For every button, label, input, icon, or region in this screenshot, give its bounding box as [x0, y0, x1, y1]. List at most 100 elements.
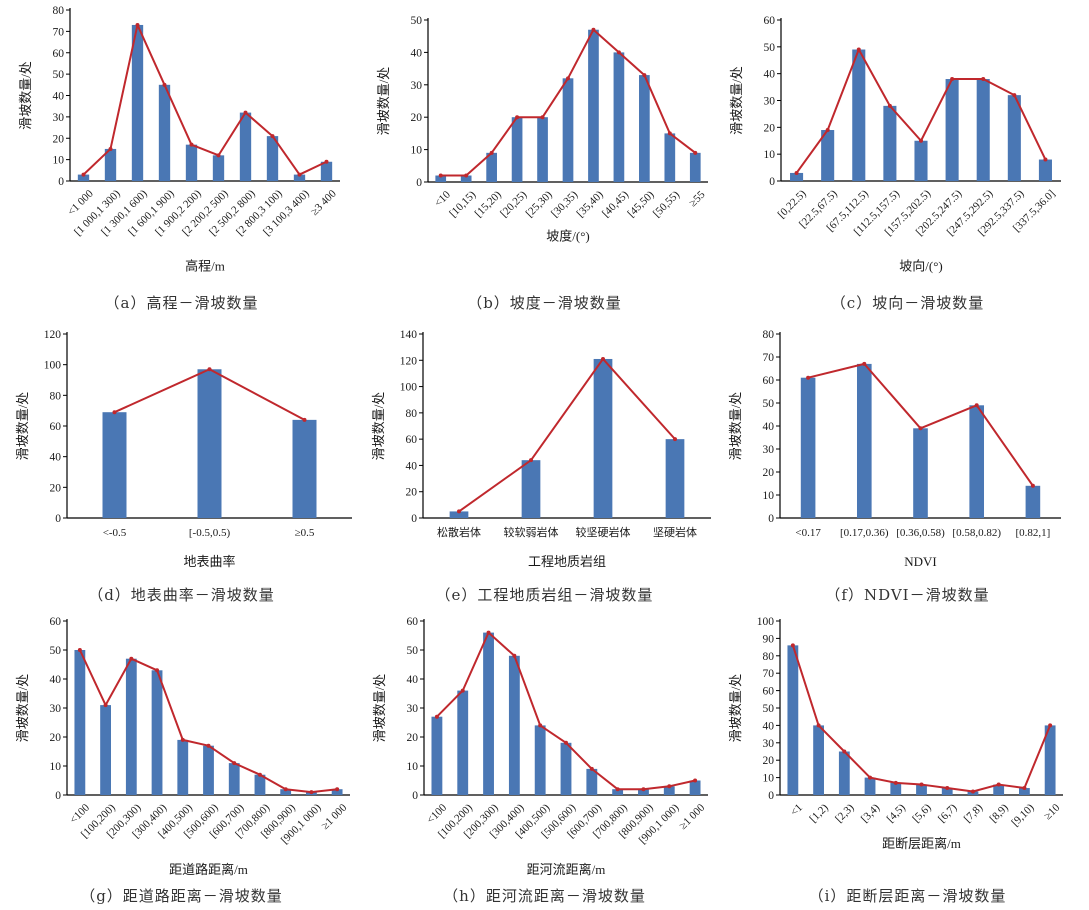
line-point — [950, 77, 955, 82]
y-tick-label: 50 — [763, 398, 775, 410]
y-axis-label: 滑坡数量/处 — [18, 61, 33, 130]
y-tick-label: 20 — [53, 133, 65, 145]
caption-e: （e）工程地质岩组－滑坡数量 — [435, 586, 654, 604]
bar — [177, 739, 189, 795]
x-tick-label: ≥1 000 — [319, 801, 350, 832]
panel-c: 0 10 20 30 40 50 60 滑坡数量/处 [0,22.5) [22.5,67.5) [6… — [726, 0, 1089, 320]
trend-line — [458, 357, 676, 513]
x-tick-label: ≥0.5 — [295, 527, 315, 539]
x-tick-label: [15,20) — [473, 188, 504, 219]
line-point — [893, 780, 898, 785]
line-point — [438, 173, 443, 178]
x-tick-label: [0.82,1] — [1015, 527, 1050, 539]
bar — [993, 784, 1005, 795]
caption-d: （d）地表曲率－滑坡数量 — [88, 586, 275, 604]
y-tick-label: 40 — [764, 69, 776, 81]
bar — [197, 369, 222, 518]
bar — [883, 105, 897, 181]
chart-f: 0 10 20 30 40 50 60 70 80 滑坡数量/处 <0.17 [0.17,0.36) [… — [728, 329, 1061, 569]
x-tick-label: [10,15) — [447, 188, 478, 219]
line-point — [283, 787, 288, 792]
x-tick-label: ≥10 — [1042, 801, 1063, 822]
y-axis-label: 滑坡数量/处 — [728, 674, 743, 743]
bar — [254, 774, 266, 795]
line-point — [918, 426, 923, 431]
line-point — [591, 27, 596, 32]
line-point — [615, 787, 620, 792]
y-tick-label: 0 — [768, 513, 774, 525]
y-tick-label: 40 — [406, 460, 418, 472]
y-tick-label: 70 — [53, 26, 65, 38]
y-tick-label: 10 — [53, 155, 65, 167]
x-tick-label: [50,55) — [651, 188, 682, 219]
x-tick-label: [9,10) — [1009, 801, 1037, 829]
bar — [665, 439, 685, 518]
panel-e: 0 20 40 60 80 100 120 140 滑坡数量/处 松散岩体 较软弱岩体 较坚硬岩体 坚硬… — [363, 320, 726, 610]
y-tick-label: 30 — [50, 703, 62, 715]
y-tick-label: 50 — [763, 703, 775, 715]
x-axis-label: 高程/m — [185, 259, 225, 274]
y-tick-label: 120 — [44, 329, 62, 341]
y-tick-label: 50 — [53, 69, 65, 81]
line-point — [540, 115, 545, 120]
line-point — [693, 778, 698, 783]
bar — [521, 460, 541, 518]
line-point — [162, 82, 167, 87]
y-tick-label: 40 — [50, 674, 62, 686]
y-tick-label: 60 — [763, 686, 775, 698]
panel-i: 0 10 20 30 40 50 60 70 80 90 100 滑坡数量/处 <1 [1,2) [2,3)… — [726, 610, 1089, 910]
bar — [838, 751, 850, 795]
y-axis-label: 滑坡数量/处 — [15, 392, 30, 461]
line-point — [243, 110, 248, 115]
bar — [612, 789, 624, 795]
y-tick-label: 70 — [763, 668, 775, 680]
y-tick-label: 40 — [407, 674, 419, 686]
x-axis-label: 坡向/(°) — [899, 259, 942, 274]
line-point — [996, 782, 1001, 787]
bar — [913, 428, 928, 518]
bar — [331, 789, 343, 795]
y-tick-label: 30 — [763, 444, 775, 456]
bar — [151, 670, 163, 795]
y-tick-label: 40 — [53, 91, 65, 103]
x-tick-label: <-0.5 — [103, 527, 127, 539]
bar — [813, 725, 824, 795]
line-point — [842, 749, 847, 754]
x-tick-label: ≥1 000 — [677, 801, 708, 832]
bar — [100, 705, 111, 795]
line-point — [981, 77, 986, 82]
y-tick-label: 0 — [55, 513, 61, 525]
line-point — [512, 653, 517, 658]
x-tick-label: <0.17 — [795, 527, 821, 539]
y-tick-label: 60 — [763, 375, 775, 387]
line-point — [112, 410, 117, 415]
chart-i: 0 10 20 30 40 50 60 70 80 90 100 滑坡数量/处 <1 [1,2) [2,3)… — [728, 616, 1063, 851]
y-tick-label: 50 — [50, 645, 62, 657]
bar — [292, 419, 317, 518]
line-point — [189, 142, 194, 147]
bar — [104, 148, 117, 181]
y-tick-label: 10 — [50, 761, 62, 773]
y-tick-label: 100 — [757, 616, 775, 628]
trend-line — [791, 645, 1052, 793]
x-axis-label: NDVI — [904, 554, 937, 569]
x-tick-label: [0.58,0.82) — [952, 527, 1001, 539]
chart-d: 0 20 40 60 80 100 120 滑坡数量/处 <-0.5 [-0.5,0.5) ≥0.5… — [15, 329, 352, 569]
panel-b: 0 10 20 30 40 50 滑坡数量/处 <10 [10,15) [15,20) [20,25… — [363, 0, 726, 320]
bar — [852, 49, 866, 182]
line-point — [919, 782, 924, 787]
bar — [864, 777, 876, 795]
x-tick-label: [0.36,0.58) — [896, 527, 945, 539]
bar — [821, 130, 835, 181]
y-tick-label: 10 — [764, 149, 776, 161]
bar — [320, 161, 333, 181]
x-tick-label: [0.17,0.36) — [840, 527, 889, 539]
line-point — [270, 134, 275, 139]
x-tick-label: 较软弱岩体 — [504, 525, 559, 539]
bar — [125, 658, 137, 795]
y-axis-label: 滑坡数量/处 — [372, 674, 387, 743]
y-tick-label: 50 — [411, 15, 423, 27]
y-tick-label: 50 — [407, 645, 419, 657]
line-point — [667, 131, 672, 136]
